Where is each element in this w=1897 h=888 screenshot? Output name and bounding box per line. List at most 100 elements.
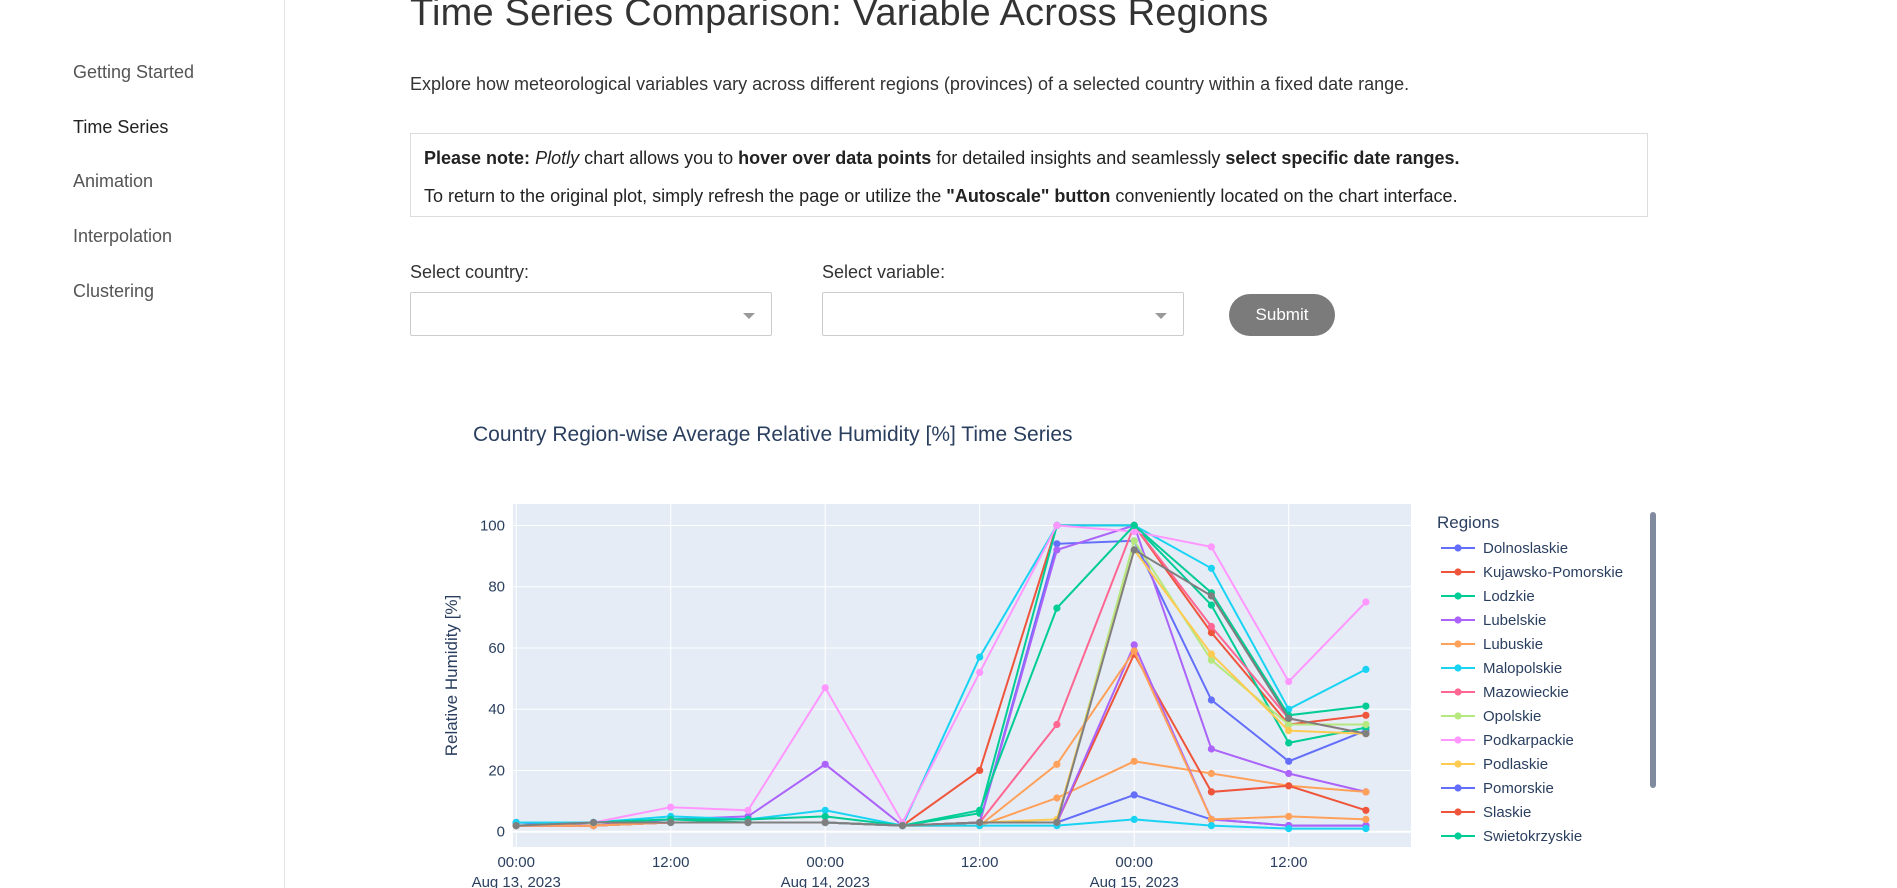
legend-swatch-marker (1454, 640, 1462, 648)
legend-label: Lubelskie (1483, 612, 1546, 629)
data-point (1285, 714, 1293, 722)
x-tick-label: 12:00 (961, 854, 999, 871)
data-point (1285, 782, 1293, 790)
legend-label: Slaskie (1483, 804, 1531, 821)
legend-label: Opolskie (1483, 708, 1541, 725)
data-point (1362, 825, 1370, 833)
legend-label: Swietokrzyskie (1483, 828, 1582, 845)
data-point (1053, 540, 1061, 548)
legend-label: Mazowieckie (1483, 684, 1569, 701)
data-point (1362, 702, 1370, 710)
data-point (1285, 739, 1293, 747)
legend-swatch-marker (1454, 664, 1462, 672)
data-point (821, 812, 829, 820)
series-line-13 (516, 524, 1367, 827)
data-point (1053, 760, 1061, 768)
data-point (1285, 720, 1293, 729)
data-point (1207, 769, 1215, 778)
data-point (1130, 528, 1138, 536)
submit-button[interactable]: Submit (1229, 294, 1335, 336)
data-point (1285, 812, 1293, 820)
data-point (1207, 543, 1215, 551)
y-tick-label: 100 (480, 517, 505, 534)
sidebar-item-clustering[interactable]: Clustering (73, 281, 155, 301)
data-point (1053, 818, 1061, 827)
note-text: conveniently located on the chart interf… (1110, 186, 1458, 206)
chart-title: Country Region-wise Average Relative Hum… (473, 423, 1073, 446)
note-lead: Please note: (424, 148, 531, 168)
legend-label: Lubuskie (1483, 636, 1543, 653)
data-point (1207, 601, 1215, 609)
legend-swatch-marker (1454, 736, 1462, 744)
data-point (1207, 592, 1215, 600)
note-text: To return to the original plot, simply r… (424, 186, 947, 206)
data-point (1207, 622, 1215, 631)
data-point (1207, 629, 1215, 637)
data-point (1362, 598, 1370, 606)
data-point (1207, 564, 1215, 572)
note-box: Please note: Plotly chart allows you to … (410, 133, 1648, 217)
data-point (1207, 822, 1215, 830)
data-point (1362, 730, 1370, 738)
sidebar-item-animation[interactable]: Animation (73, 171, 154, 191)
humidity-line-chart[interactable]: 00:00 Aug 13, 2023 12:00 00:00 Aug 14, 2023 1… (410, 380, 1710, 888)
data-point (744, 806, 752, 814)
data-point (667, 803, 675, 811)
page-intro: Explore how meteorological variables var… (410, 74, 1410, 94)
series-line-6 (516, 524, 1367, 827)
data-point (1362, 815, 1370, 823)
series-line-17 (516, 548, 1367, 827)
legend-label: Pomorskie (1483, 780, 1554, 797)
data-point (821, 684, 829, 692)
y-axis-title: Relative Humidity [%] (442, 595, 461, 757)
note-bold: hover over data points (738, 148, 932, 168)
legend-swatch-marker (1454, 784, 1462, 792)
data-point (744, 818, 752, 827)
data-point (1130, 791, 1138, 799)
y-tick-label: 40 (488, 701, 505, 718)
data-point (976, 653, 984, 661)
variable-select[interactable] (822, 292, 1184, 336)
note-plotly: Plotly (535, 148, 580, 168)
x-tick-date-label: Aug 15, 2023 (1090, 874, 1179, 888)
data-point (1130, 641, 1138, 649)
y-tick-label: 20 (488, 762, 505, 779)
data-point (898, 822, 907, 830)
legend-swatch-marker (1454, 832, 1462, 840)
sidebar-item-interpolation[interactable]: Interpolation (73, 226, 173, 246)
x-tick-date-label: Aug 13, 2023 (472, 874, 561, 888)
data-point (821, 760, 829, 768)
country-select[interactable] (410, 292, 772, 336)
legend-title: Regions (1437, 513, 1499, 532)
legend-scrollbar[interactable] (1650, 512, 1656, 788)
x-tick-label: 00:00 (806, 854, 844, 871)
chevron-down-icon (1155, 313, 1167, 319)
data-point (1053, 794, 1061, 802)
data-point (1130, 757, 1138, 765)
chart-container: 00:00 Aug 13, 2023 12:00 00:00 Aug 14, 2023 1… (410, 380, 1710, 888)
data-point (976, 668, 984, 676)
data-point (1053, 720, 1061, 729)
data-point (1130, 647, 1138, 655)
data-point (1053, 521, 1061, 529)
x-tick-label: 12:00 (652, 854, 690, 871)
data-point (1362, 711, 1370, 719)
data-point (1130, 546, 1138, 554)
legend-swatch-marker (1454, 544, 1462, 552)
note-bold: select specific date ranges. (1225, 148, 1460, 168)
y-tick-label: 80 (488, 579, 505, 596)
data-point (1053, 604, 1061, 612)
page-title: Time Series Comparison: Variable Across … (410, 0, 1269, 34)
data-point (821, 818, 829, 827)
data-point (589, 818, 598, 827)
sidebar-item-time-series[interactable]: Time Series (73, 117, 169, 137)
x-tick-label: 12:00 (1270, 854, 1308, 871)
data-point (1285, 727, 1293, 735)
sidebar: Getting Started Time Series Animation In… (0, 0, 285, 888)
data-point (1362, 806, 1370, 814)
sidebar-item-getting-started[interactable]: Getting Started (73, 62, 195, 82)
data-point (1285, 825, 1293, 833)
legend-label: Malopolskie (1483, 660, 1562, 677)
data-point (1053, 546, 1061, 554)
data-point (1362, 788, 1370, 796)
